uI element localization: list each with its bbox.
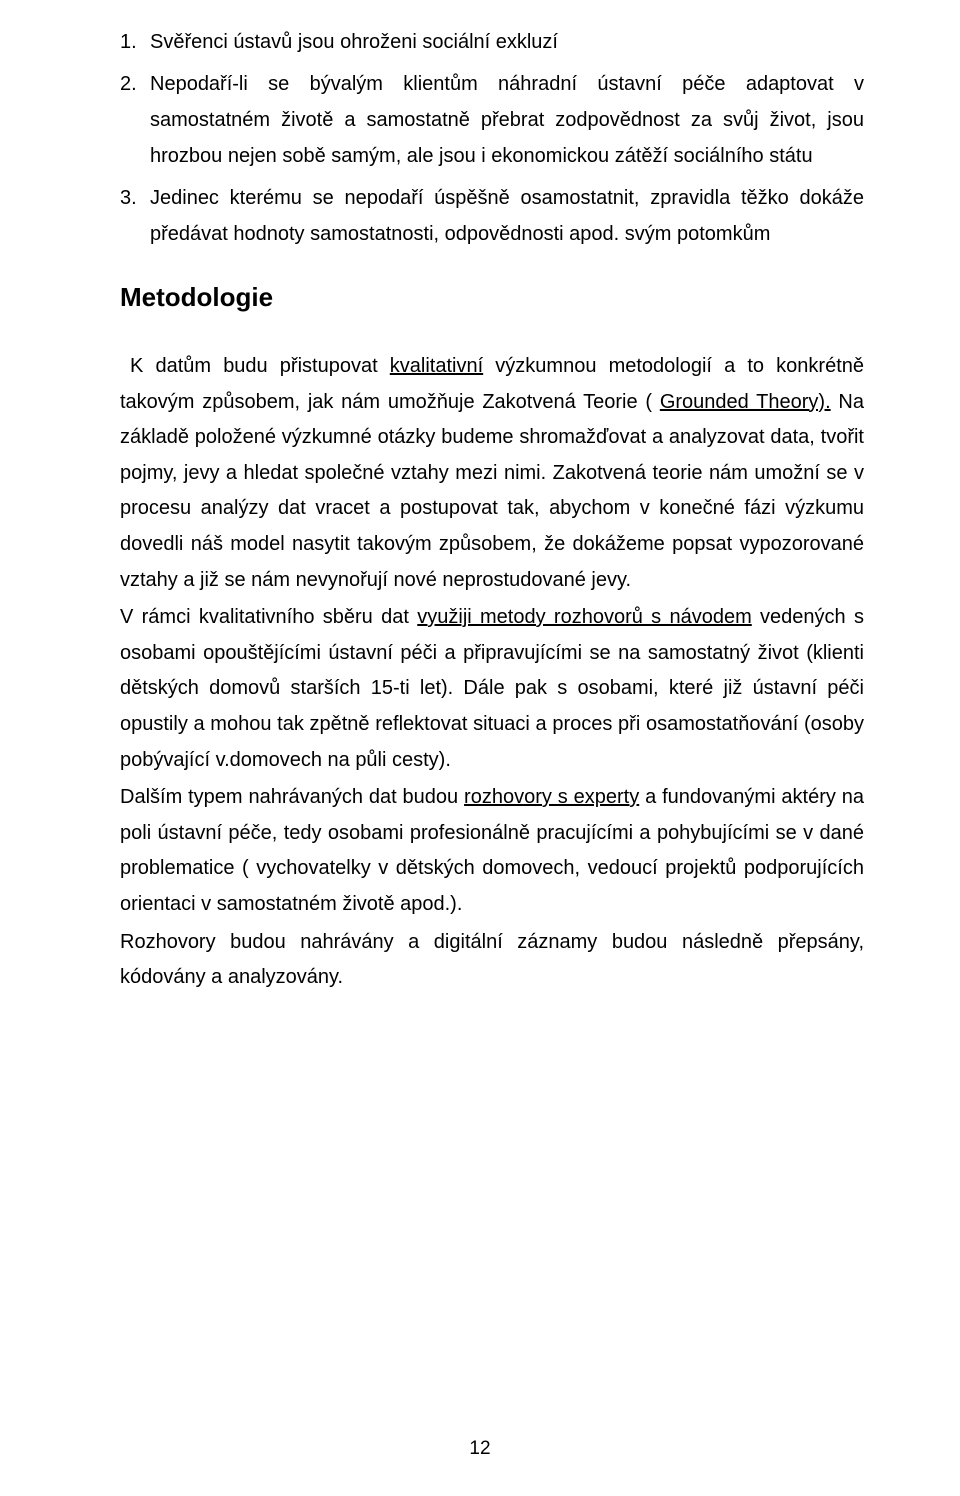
paragraph: V rámci kvalitativního sběru dat využiji…	[120, 600, 864, 778]
underlined-term: rozhovory s experty	[464, 786, 639, 808]
text-run: Na základě položené výzkumné otázky bude…	[120, 391, 864, 591]
list-item: 2. Nepodaří-li se bývalým klientům náhra…	[120, 66, 864, 174]
list-text: Svěřenci ústavů jsou ohroženi sociální e…	[150, 24, 864, 60]
list-text: Nepodaří-li se bývalým klientům náhradní…	[150, 66, 864, 174]
text-run: V rámci kvalitativního sběru dat	[120, 606, 417, 628]
list-item: 3. Jedinec kterému se nepodaří úspěšně o…	[120, 180, 864, 252]
list-text: Jedinec kterému se nepodaří úspěšně osam…	[150, 180, 864, 252]
text-run: Dalším typem nahrávaných dat budou	[120, 786, 464, 808]
underlined-term: Grounded Theory).	[660, 391, 831, 413]
list-number: 1.	[120, 24, 150, 60]
underlined-term: využiji metody rozhovorů s návodem	[417, 606, 752, 628]
section-heading: Metodologie	[120, 282, 864, 313]
paragraph: Dalším typem nahrávaných dat budou rozho…	[120, 780, 864, 922]
text-run: vedených s osobami opouštějícími ústavní…	[120, 606, 864, 770]
numbered-list: 1. Svěřenci ústavů jsou ohroženi sociáln…	[120, 24, 864, 252]
list-number: 3.	[120, 180, 150, 252]
list-number: 2.	[120, 66, 150, 174]
page-number: 12	[0, 1438, 960, 1460]
paragraph: Rozhovory budou nahrávány a digitální zá…	[120, 925, 864, 996]
text-run: K datům budu přistupovat	[130, 355, 390, 377]
list-item: 1. Svěřenci ústavů jsou ohroženi sociáln…	[120, 24, 864, 60]
underlined-term: kvalitativní	[390, 355, 483, 377]
paragraph: K datům budu přistupovat kvalitativní vý…	[120, 349, 864, 598]
